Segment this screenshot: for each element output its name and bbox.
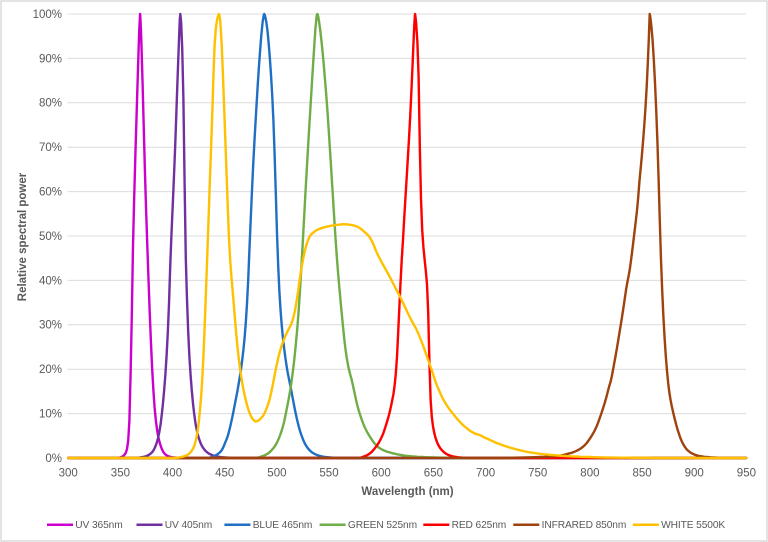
svg-text:70%: 70% bbox=[39, 142, 62, 154]
svg-text:600: 600 bbox=[372, 468, 391, 480]
svg-text:0%: 0% bbox=[45, 453, 62, 465]
svg-text:450: 450 bbox=[215, 468, 234, 480]
svg-text:UV 405nm: UV 405nm bbox=[165, 520, 212, 531]
svg-text:750: 750 bbox=[528, 468, 547, 480]
svg-text:20%: 20% bbox=[39, 364, 62, 376]
svg-text:90%: 90% bbox=[39, 53, 62, 65]
svg-text:650: 650 bbox=[424, 468, 443, 480]
svg-text:10%: 10% bbox=[39, 409, 62, 421]
svg-text:Wavelength (nm): Wavelength (nm) bbox=[361, 486, 453, 498]
svg-text:900: 900 bbox=[685, 468, 704, 480]
svg-text:80%: 80% bbox=[39, 98, 62, 110]
svg-text:GREEN 525nm: GREEN 525nm bbox=[348, 520, 417, 531]
svg-text:350: 350 bbox=[111, 468, 130, 480]
svg-text:60%: 60% bbox=[39, 187, 62, 199]
svg-text:WHITE 5500K: WHITE 5500K bbox=[661, 520, 725, 531]
svg-text:550: 550 bbox=[319, 468, 338, 480]
svg-text:50%: 50% bbox=[39, 231, 62, 243]
svg-text:400: 400 bbox=[163, 468, 182, 480]
svg-text:100%: 100% bbox=[33, 9, 62, 21]
svg-text:850: 850 bbox=[633, 468, 652, 480]
svg-text:800: 800 bbox=[580, 468, 599, 480]
svg-text:RED 625nm: RED 625nm bbox=[452, 520, 507, 531]
svg-text:950: 950 bbox=[737, 468, 756, 480]
svg-text:40%: 40% bbox=[39, 275, 62, 287]
svg-text:Relative spectral power: Relative spectral power bbox=[17, 172, 29, 301]
svg-text:700: 700 bbox=[476, 468, 495, 480]
svg-text:500: 500 bbox=[267, 468, 286, 480]
svg-text:30%: 30% bbox=[39, 320, 62, 332]
svg-text:BLUE 465nm: BLUE 465nm bbox=[253, 520, 313, 531]
svg-text:300: 300 bbox=[59, 468, 78, 480]
svg-text:INFRARED 850nm: INFRARED 850nm bbox=[542, 520, 627, 531]
svg-text:UV 365nm: UV 365nm bbox=[75, 520, 122, 531]
